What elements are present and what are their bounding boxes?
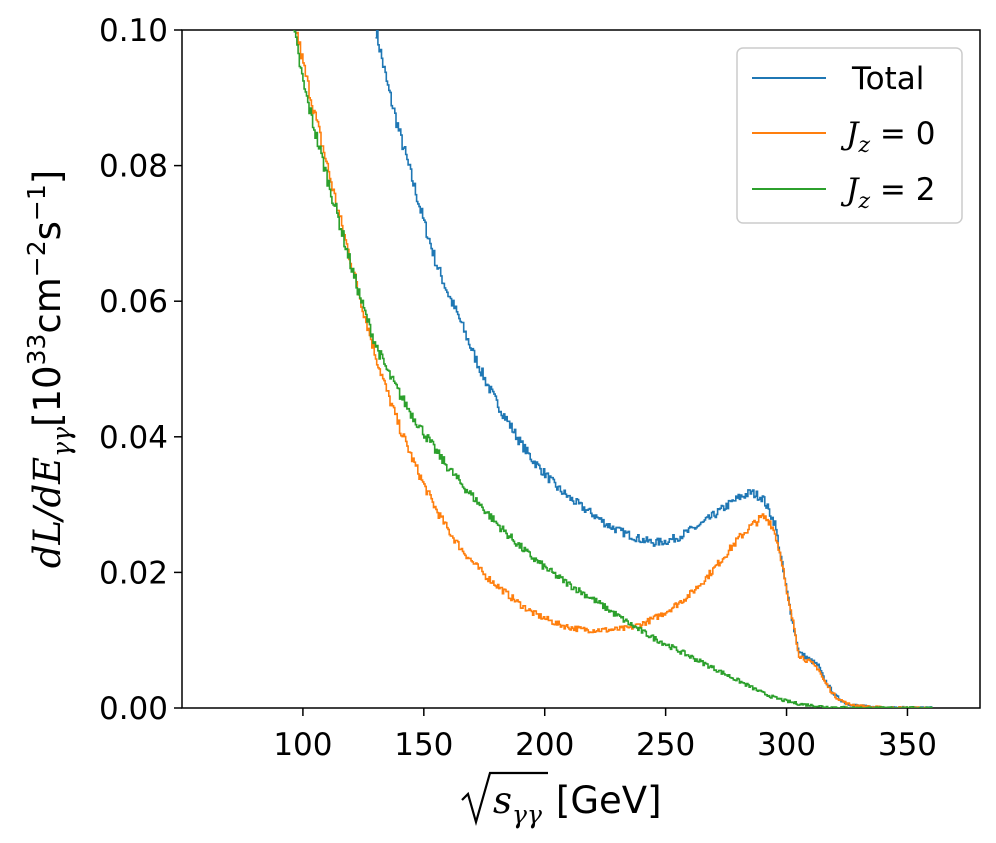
y-label-mid: cm xyxy=(26,277,69,333)
y-tick-label-0.02: 0.02 xyxy=(99,555,168,591)
y-label-close: ] xyxy=(26,170,69,184)
y-label-exp3: −1 xyxy=(22,184,51,221)
legend-label-total: Total xyxy=(851,61,924,97)
y-axis-ticks: 0.00 0.02 0.04 0.06 0.08 0.10 xyxy=(99,13,182,727)
x-axis-ticks: 100 150 200 250 300 350 xyxy=(273,708,937,763)
x-tick-label-200: 200 xyxy=(515,727,574,763)
y-tick-label-0.06: 0.06 xyxy=(99,284,168,320)
x-axis-label: sγγ [GeV] xyxy=(461,771,662,829)
legend-jz2-sub: z xyxy=(857,189,870,214)
y-label-s: s xyxy=(26,221,69,240)
x-tick-label-150: 150 xyxy=(394,727,453,763)
y-label-exp2: −2 xyxy=(22,240,51,277)
series-line-0 xyxy=(375,30,933,708)
y-tick-label-0.10: 0.10 xyxy=(99,13,168,49)
legend-frame xyxy=(736,47,963,224)
x-tick-label-250: 250 xyxy=(636,727,695,763)
y-axis-label: dL/dEγγ[1033cm−2s−1] xyxy=(22,170,76,568)
legend-jz0-rest: = 0 xyxy=(870,116,935,152)
y-tick-label-0.08: 0.08 xyxy=(99,149,168,185)
y-tick-label-0.00: 0.00 xyxy=(99,691,168,727)
legend-label-jz2: Jz = 2 xyxy=(840,172,935,214)
legend-jz2-rest: = 2 xyxy=(870,172,935,208)
x-label-subscript: γγ xyxy=(512,800,542,829)
y-label-exp1: 33 xyxy=(22,334,51,366)
series-line-1 xyxy=(295,31,933,708)
y-label-subscript: γγ xyxy=(47,427,76,457)
legend-label-jz0: Jz = 0 xyxy=(840,116,935,158)
series-group xyxy=(293,30,933,708)
series-line-2 xyxy=(293,30,933,708)
x-label-unit: [GeV] xyxy=(556,779,662,822)
y-label-lhs: dL/dE xyxy=(26,457,69,568)
sqrt-symbol-icon xyxy=(461,771,548,827)
x-tick-label-100: 100 xyxy=(273,727,332,763)
legend-jz0-sub: z xyxy=(857,133,870,158)
y-label-open: [10 xyxy=(26,365,69,427)
legend-total-text: Total xyxy=(851,61,924,97)
svg-text:sγγ[GeV]: sγγ [GeV] xyxy=(493,779,662,829)
legend: Total Jz = 0 Jz = 2 xyxy=(736,47,963,224)
y-tick-label-0.04: 0.04 xyxy=(99,420,168,456)
x-tick-label-350: 350 xyxy=(878,727,937,763)
x-tick-label-300: 300 xyxy=(757,727,816,763)
x-label-radicand: s xyxy=(493,779,512,822)
